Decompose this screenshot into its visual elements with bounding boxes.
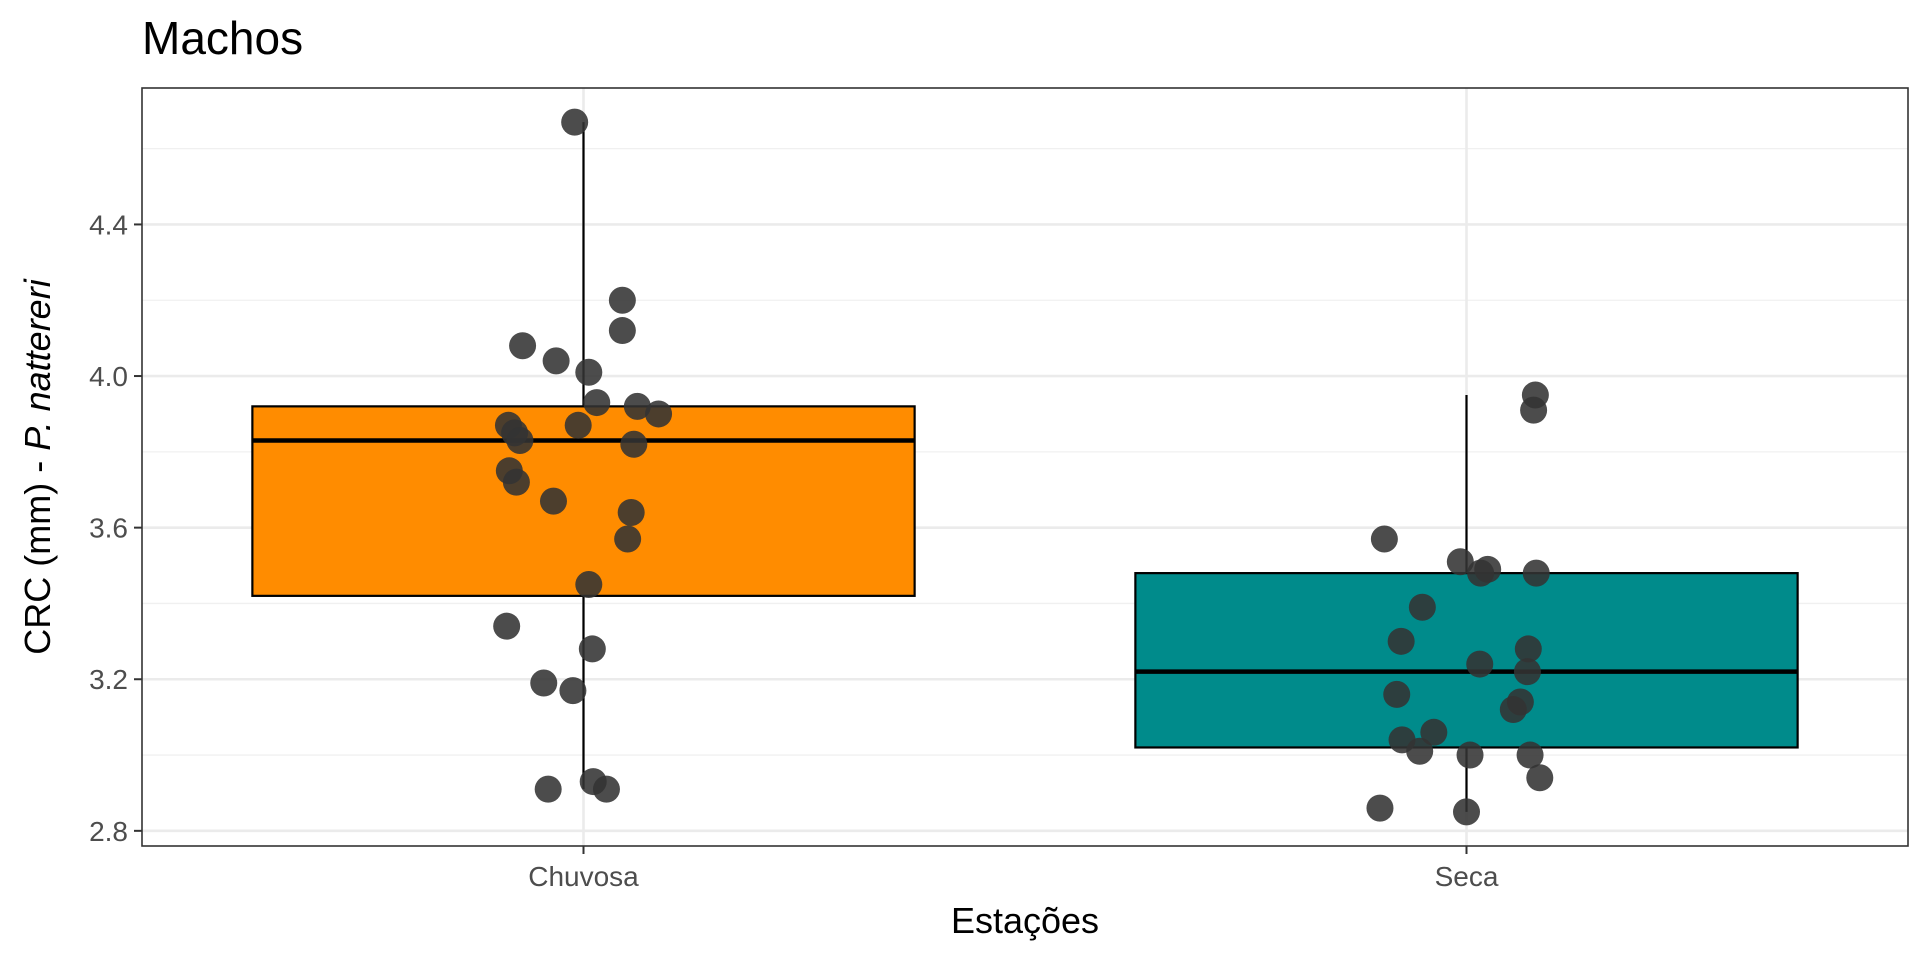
box-seca <box>1134 572 1799 749</box>
y-axis-title-species: P. nattereri <box>17 278 58 450</box>
data-point <box>1366 794 1394 822</box>
data-point <box>1456 741 1484 769</box>
data-point <box>1516 741 1544 769</box>
data-point <box>1387 627 1415 655</box>
data-point <box>542 347 570 375</box>
chart-title: Machos <box>142 12 303 64</box>
data-point <box>502 468 530 496</box>
data-point <box>1420 718 1448 746</box>
data-point <box>608 317 636 345</box>
x-tick-label: Chuvosa <box>528 861 639 892</box>
plot-panel-border <box>141 87 1909 847</box>
data-point <box>614 525 642 553</box>
y-axis-title-text: CRC (mm) - <box>17 451 58 655</box>
data-point <box>559 677 587 705</box>
y-tick-label: 4.0 <box>89 361 128 392</box>
data-point <box>1467 559 1495 587</box>
x-tick-label: Seca <box>1435 861 1499 892</box>
data-point <box>530 669 558 697</box>
data-point <box>617 498 645 526</box>
data-point <box>493 612 521 640</box>
data-point <box>578 635 606 663</box>
data-point <box>620 430 648 458</box>
data-point <box>1513 658 1541 686</box>
data-point <box>1406 737 1434 765</box>
y-tick-label: 3.6 <box>89 513 128 544</box>
data-point <box>623 392 651 420</box>
data-point <box>608 286 636 314</box>
y-tick-label: 4.4 <box>89 209 128 240</box>
data-point <box>1514 635 1542 663</box>
axes: 2.8 3.2 3.6 4.0 4.4 Chuvosa Seca <box>89 209 1499 892</box>
y-tick-label: 2.8 <box>89 816 128 847</box>
data-point <box>1522 559 1550 587</box>
data-point <box>564 411 592 439</box>
data-point <box>575 358 603 386</box>
data-point <box>1526 764 1554 792</box>
data-point <box>509 332 537 360</box>
data-point <box>583 389 611 417</box>
data-points <box>493 108 1554 826</box>
data-point <box>1520 396 1548 424</box>
y-axis-title: CRC (mm) - P. nattereri <box>17 278 58 654</box>
data-point <box>539 487 567 515</box>
data-point <box>534 775 562 803</box>
data-point <box>575 570 603 598</box>
x-axis-title: Estações <box>951 900 1099 941</box>
data-point <box>1446 548 1474 576</box>
boxes <box>251 122 1799 812</box>
data-point <box>1499 696 1527 724</box>
data-point <box>1370 525 1398 553</box>
data-point <box>1383 680 1411 708</box>
data-point <box>1453 798 1480 826</box>
data-point <box>645 400 673 428</box>
data-point <box>561 108 589 136</box>
data-point <box>506 426 534 454</box>
data-point <box>1408 593 1436 621</box>
data-point <box>592 775 620 803</box>
box-chuvosa <box>251 405 916 597</box>
y-tick-label: 3.2 <box>89 664 128 695</box>
data-point <box>1466 650 1494 678</box>
